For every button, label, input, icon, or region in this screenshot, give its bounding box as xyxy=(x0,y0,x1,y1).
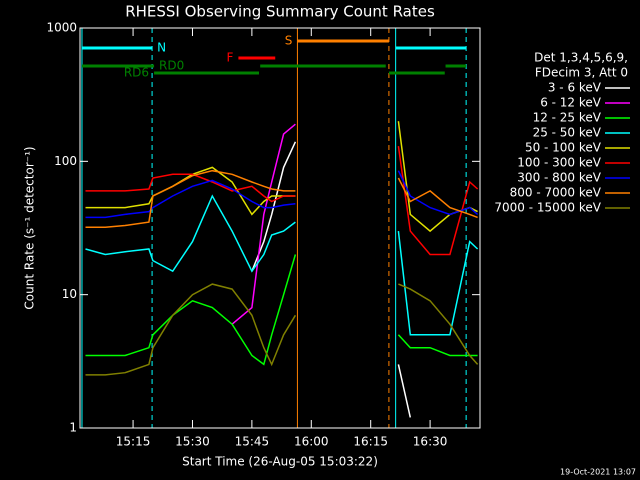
legend-label: 7000 - 15000 keV xyxy=(494,201,601,215)
y-tick-label: 1 xyxy=(69,421,77,435)
y-axis-label: Count Rate (s⁻¹ detector⁻¹) xyxy=(23,146,37,309)
y-tick-label: 1000 xyxy=(46,21,77,35)
y-tick-label: 100 xyxy=(54,154,77,168)
legend-header: FDecim 3, Att 0 xyxy=(535,66,628,80)
flag-label: N xyxy=(157,41,166,55)
x-tick-label: 16:00 xyxy=(294,435,329,449)
plot-frame xyxy=(79,27,481,429)
footer: 19-Oct-2021 13:07 xyxy=(560,468,636,477)
legend-header: Det 1,3,4,5,6,9, xyxy=(534,51,628,65)
legend-label: 100 - 300 keV xyxy=(517,156,601,170)
series-line xyxy=(85,194,479,336)
series-line xyxy=(232,124,398,335)
y-tick-label: 10 xyxy=(62,287,77,301)
x-tick-label: 16:30 xyxy=(413,435,448,449)
x-tick-label: 16:15 xyxy=(353,435,388,449)
series-line xyxy=(85,145,479,256)
x-axis-label: Start Time (26-Aug-05 15:03:22) xyxy=(182,455,378,469)
legend-label: 300 - 800 keV xyxy=(517,171,601,185)
x-tick-label: 15:15 xyxy=(116,435,151,449)
legend-label: 6 - 12 keV xyxy=(540,96,602,110)
series-line xyxy=(251,141,412,418)
flag-label: F xyxy=(227,51,234,65)
chart-title: RHESSI Observing Summary Count Rates xyxy=(125,3,435,21)
x-tick-label: 15:30 xyxy=(175,435,210,449)
series-line xyxy=(85,170,479,219)
x-tick-label: 15:45 xyxy=(235,435,270,449)
legend-label: 3 - 6 keV xyxy=(548,81,602,95)
legend-label: 25 - 50 keV xyxy=(533,126,602,140)
series-line xyxy=(85,169,478,229)
series-line xyxy=(85,254,478,366)
legend-label: 12 - 25 keV xyxy=(533,111,602,125)
series-line xyxy=(85,283,479,376)
flag-label: RD0 xyxy=(159,59,184,73)
legend-label: 800 - 7000 keV xyxy=(510,186,602,200)
flag-label: S xyxy=(285,34,293,48)
flag-label: RD6 xyxy=(124,66,149,80)
legend-label: 50 - 100 keV xyxy=(525,141,602,155)
